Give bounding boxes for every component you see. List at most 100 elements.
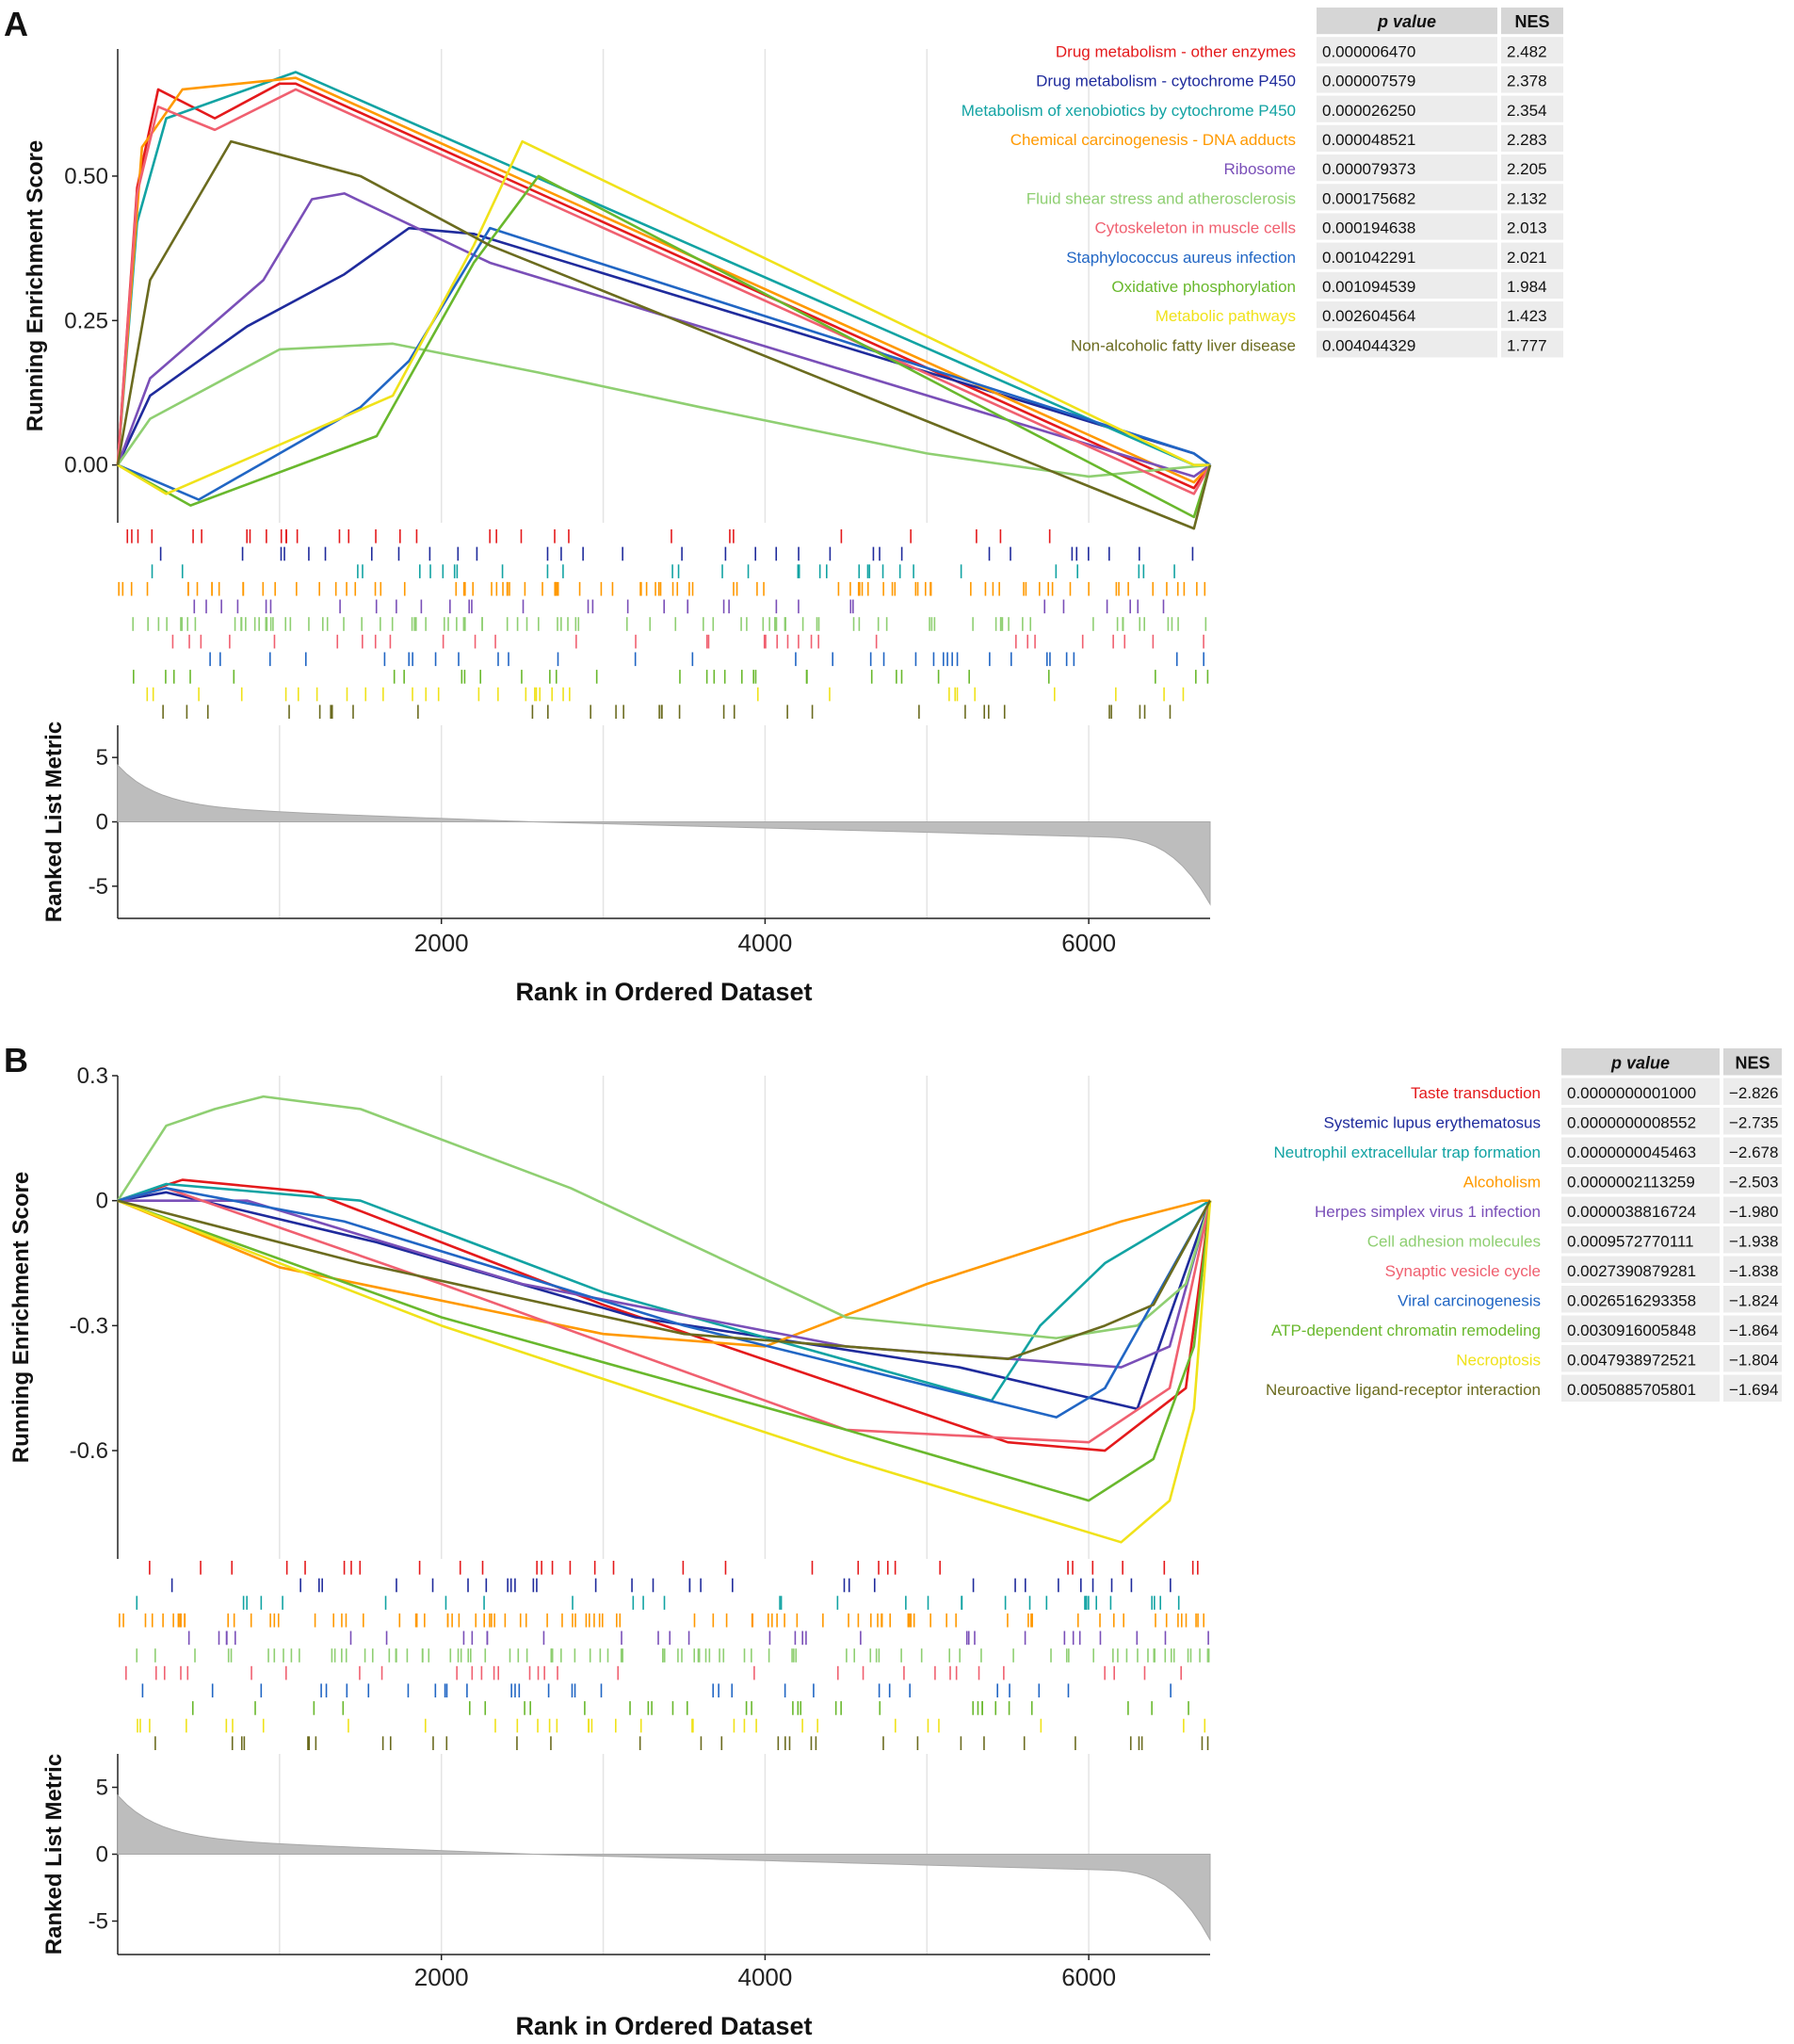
table-pvalue-cell bbox=[1561, 1226, 1720, 1254]
table-pvalue-7: 0.000194638 bbox=[1322, 219, 1415, 237]
legend-label-8: Viral carcinogenesis bbox=[1398, 1292, 1541, 1310]
table-header-nes: NES bbox=[1735, 1054, 1770, 1073]
x-tick-label: 4000 bbox=[737, 1963, 792, 1991]
series-line-3 bbox=[117, 1182, 1211, 1403]
table-nes-2: −2.735 bbox=[1729, 1114, 1778, 1132]
panel-label: B bbox=[4, 1041, 28, 1079]
table-nes-1: 2.482 bbox=[1507, 42, 1547, 60]
table-pvalue-cell bbox=[1561, 1078, 1720, 1105]
table-pvalue-7: 0.0027390879281 bbox=[1567, 1262, 1696, 1280]
table-nes-8: −1.824 bbox=[1729, 1292, 1778, 1310]
table-nes-cell bbox=[1723, 1226, 1782, 1254]
table-nes-cell bbox=[1723, 1196, 1782, 1224]
y-tick-label: -0.6 bbox=[70, 1438, 108, 1464]
legend-label-3: Neutrophil extracellular trap formation bbox=[1274, 1144, 1541, 1161]
series-line-7 bbox=[117, 1187, 1212, 1444]
table-nes-11: 1.777 bbox=[1507, 336, 1547, 354]
table-nes-3: −2.678 bbox=[1729, 1144, 1778, 1161]
table-nes-cell bbox=[1723, 1286, 1782, 1313]
legend-label-2: Systemic lupus erythematosus bbox=[1323, 1114, 1541, 1132]
table-pvalue-cell bbox=[1317, 37, 1497, 64]
table-nes-cell bbox=[1501, 242, 1563, 269]
series-line-1 bbox=[117, 1178, 1212, 1452]
series-line-4 bbox=[116, 76, 1211, 484]
table-nes-6: 2.132 bbox=[1507, 189, 1547, 207]
table-nes-cell bbox=[1723, 1315, 1782, 1342]
table-nes-cell bbox=[1501, 37, 1563, 64]
table-pvalue-cell bbox=[1317, 242, 1497, 269]
x-tick-label: 2000 bbox=[414, 929, 469, 957]
table-header-nes-cell bbox=[1723, 1048, 1782, 1076]
table-pvalue-cell bbox=[1317, 124, 1497, 152]
table-nes-6: −1.938 bbox=[1729, 1233, 1778, 1251]
table-pvalue-cell bbox=[1561, 1108, 1720, 1135]
legend-label-10: Necroptosis bbox=[1456, 1352, 1541, 1370]
table-nes-cell bbox=[1501, 213, 1563, 240]
legend-label-1: Drug metabolism - other enzymes bbox=[1056, 42, 1296, 60]
legend-label-8: Staphylococcus aureus infection bbox=[1066, 249, 1296, 267]
table-nes-cell bbox=[1501, 66, 1563, 93]
y-tick-label: 0.50 bbox=[64, 164, 108, 189]
x-tick-label: 6000 bbox=[1061, 929, 1116, 957]
table-pvalue-11: 0.0050885705801 bbox=[1567, 1381, 1696, 1399]
table-pvalue-4: 0.0000002113259 bbox=[1567, 1174, 1695, 1192]
series-line-2 bbox=[117, 1191, 1212, 1411]
table-pvalue-cell bbox=[1317, 331, 1497, 358]
table-pvalue-3: 0.000026250 bbox=[1322, 102, 1415, 120]
metric-tick-label: 0 bbox=[96, 1842, 108, 1868]
legend-label-2: Drug metabolism - cytochrome P450 bbox=[1036, 73, 1296, 90]
table-pvalue-5: 0.000079373 bbox=[1322, 160, 1415, 178]
table-pvalue-6: 0.0009572770111 bbox=[1567, 1233, 1694, 1251]
series-line-10 bbox=[117, 139, 1210, 495]
y-tick-label: 0 bbox=[96, 1189, 108, 1214]
table-pvalue-cell bbox=[1561, 1315, 1720, 1342]
legend-label-4: Chemical carcinogenesis - DNA adducts bbox=[1010, 131, 1296, 149]
legend-label-5: Ribosome bbox=[1223, 160, 1296, 178]
table-nes-cell bbox=[1723, 1167, 1782, 1194]
table-nes-cell bbox=[1501, 124, 1563, 152]
table-pvalue-cell bbox=[1561, 1167, 1720, 1194]
table-pvalue-cell bbox=[1317, 301, 1497, 329]
table-nes-3: 2.354 bbox=[1507, 102, 1547, 120]
table-pvalue-11: 0.004044329 bbox=[1322, 336, 1415, 354]
table-header-nes: NES bbox=[1514, 12, 1549, 31]
table-nes-cell bbox=[1501, 95, 1563, 122]
table-nes-10: 1.423 bbox=[1507, 307, 1547, 325]
panel-a: A 0.00 0.25 0.50 -5 0 5 2000 4000 6000 Running Enr… bbox=[4, 5, 1563, 1006]
legend-label-3: Metabolism of xenobiotics by cytochrome … bbox=[962, 102, 1296, 120]
table-pvalue-cell bbox=[1317, 271, 1497, 299]
series-line-5 bbox=[116, 192, 1211, 479]
legend-label-6: Cell adhesion molecules bbox=[1367, 1233, 1541, 1251]
panel-label: A bbox=[4, 5, 28, 43]
x-tick-label: 6000 bbox=[1061, 1963, 1116, 1991]
series-line-11 bbox=[116, 139, 1212, 530]
table-nes-cell bbox=[1723, 1256, 1782, 1283]
x-axis-label: Rank in Ordered Dataset bbox=[515, 2012, 812, 2039]
series-line-5 bbox=[118, 1199, 1212, 1369]
table-nes-11: −1.694 bbox=[1729, 1381, 1778, 1399]
legend-label-1: Taste transduction bbox=[1411, 1084, 1541, 1102]
table-nes-7: −1.838 bbox=[1729, 1262, 1778, 1280]
table-header-pvalue-cell bbox=[1317, 8, 1497, 35]
table-nes-cell bbox=[1723, 1374, 1782, 1402]
table-pvalue-9: 0.0030916005848 bbox=[1567, 1322, 1696, 1339]
series-line-8 bbox=[117, 226, 1211, 501]
series-line-9 bbox=[117, 174, 1212, 519]
table-pvalue-cell bbox=[1561, 1345, 1720, 1372]
table-pvalue-5: 0.0000038816724 bbox=[1567, 1203, 1696, 1221]
table-pvalue-cell bbox=[1317, 66, 1497, 93]
y-tick-label: -0.3 bbox=[70, 1313, 108, 1338]
legend-label-4: Alcoholism bbox=[1463, 1174, 1541, 1192]
table-pvalue-cell bbox=[1561, 1196, 1720, 1224]
legend-label-11: Neuroactive ligand-receptor interaction bbox=[1266, 1381, 1541, 1399]
table-pvalue-9: 0.001094539 bbox=[1322, 278, 1415, 296]
table-nes-5: −1.980 bbox=[1729, 1203, 1778, 1221]
table-nes-5: 2.205 bbox=[1507, 160, 1547, 178]
x-tick-label: 2000 bbox=[414, 1963, 469, 1991]
legend-label-7: Synaptic vesicle cycle bbox=[1385, 1262, 1541, 1280]
table-pvalue-2: 0.000007579 bbox=[1322, 73, 1415, 90]
legend-label-6: Fluid shear stress and atherosclerosis bbox=[1026, 189, 1296, 207]
metric-tick-label: 0 bbox=[96, 810, 108, 835]
